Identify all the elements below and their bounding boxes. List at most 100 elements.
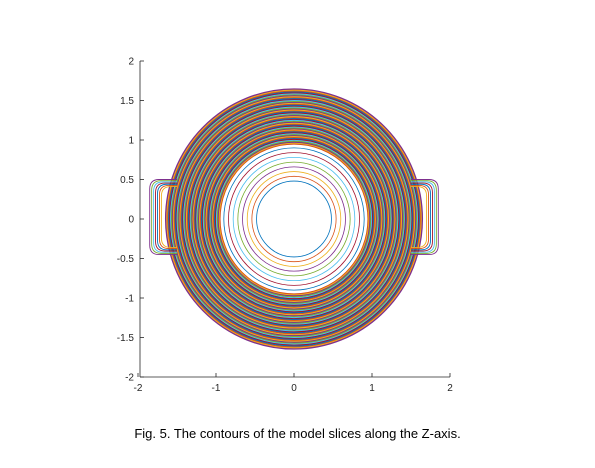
contour-ring <box>216 140 372 298</box>
contour-ring <box>212 136 376 302</box>
contour-ring <box>218 142 370 296</box>
contour-handle-right <box>411 179 439 255</box>
contour-ring <box>181 105 407 333</box>
contour-ring <box>195 119 393 319</box>
contour-ring <box>217 141 371 297</box>
contour-ring <box>178 101 410 337</box>
contour-ring <box>256 180 332 258</box>
contour-ring <box>176 99 412 339</box>
y-tick-label: 0.5 <box>120 175 134 186</box>
x-tick-label: -2 <box>134 383 143 394</box>
contour-ring <box>192 115 396 323</box>
contour-ring <box>197 121 391 317</box>
x-tick-label: 0 <box>291 383 297 394</box>
contour-ring <box>210 134 378 304</box>
contour-ring <box>207 130 381 308</box>
contour-ring <box>189 113 399 325</box>
axes: -2 -1 0 1 2 -2 -1.5 -1 -0.5 0 0.5 1 1.5 2 <box>117 57 453 395</box>
contour-ring <box>175 98 413 340</box>
contour-handle-right <box>411 184 429 250</box>
contour-group <box>149 88 439 350</box>
contour-handle-left <box>149 179 177 255</box>
contour-ring <box>164 88 424 350</box>
y-ticks: -2 -1.5 -1 -0.5 0 0.5 1 1.5 2 <box>117 57 144 384</box>
y-tick-label: -1 <box>125 294 134 305</box>
contour-handle-left <box>159 184 177 250</box>
x-tick-label: -1 <box>212 383 221 394</box>
contour-ring <box>219 143 369 295</box>
contour-ring <box>246 171 342 267</box>
contour-ring <box>208 131 380 307</box>
contour-ring <box>193 117 395 321</box>
y-tick-label: -2 <box>125 373 134 384</box>
y-tick-label: -1.5 <box>117 333 135 344</box>
contour-ring <box>170 94 418 344</box>
contour-handle-left <box>157 183 177 251</box>
contour-ring <box>242 166 346 272</box>
contour-ring <box>169 93 419 345</box>
contour-ring <box>168 92 420 346</box>
contour-ring <box>200 124 388 314</box>
contour-ring <box>205 129 383 309</box>
contour-handle-right <box>411 186 428 248</box>
contour-ring <box>237 161 351 277</box>
contour-ring <box>166 90 422 348</box>
contour-ring <box>206 130 382 308</box>
contour-handle-left <box>153 181 177 253</box>
contour-ring <box>182 106 406 332</box>
contour-ring <box>204 128 384 310</box>
contour-handle-left <box>155 182 177 252</box>
contour-ring <box>188 112 400 326</box>
contour-ring <box>209 133 379 305</box>
contour-ring <box>232 156 356 282</box>
contour-ring <box>167 91 421 347</box>
contour-ring <box>190 113 398 325</box>
contour-handle-right <box>411 181 435 253</box>
contour-ring <box>184 108 404 330</box>
contour-ring <box>251 176 337 262</box>
contour-ring <box>180 104 408 334</box>
contour-ring <box>213 137 375 301</box>
contour-ring <box>177 100 411 338</box>
contour-handle-right <box>411 182 433 252</box>
x-tick-label: 1 <box>369 383 375 394</box>
x-ticks: -2 -1 0 1 2 <box>134 373 453 394</box>
contour-ring <box>215 139 373 299</box>
contour-handle-left <box>151 180 177 254</box>
x-tick-label: 2 <box>447 383 453 394</box>
y-tick-label: 2 <box>128 57 134 68</box>
contour-ring <box>208 132 380 306</box>
y-tick-label: 0 <box>128 215 134 226</box>
y-tick-label: 1 <box>128 136 134 147</box>
contour-ring <box>228 152 360 286</box>
y-tick-label: -0.5 <box>117 254 135 265</box>
contour-ring <box>202 126 386 312</box>
contour-handle-right <box>411 180 437 254</box>
contour-handle-left <box>160 186 177 248</box>
contour-handle-right <box>411 183 431 251</box>
contour-ring <box>171 94 417 344</box>
contour-ring <box>193 116 395 322</box>
contour-ring <box>179 103 409 335</box>
contour-ring <box>199 123 389 315</box>
contour-ring <box>187 111 401 327</box>
contour-ring <box>179 102 409 336</box>
contour-ring <box>191 114 397 324</box>
contour-ring <box>174 97 414 341</box>
contour-ring <box>223 147 365 291</box>
contour-ring <box>185 109 403 329</box>
figure-caption: Fig. 5. The contours of the model slices… <box>134 426 461 441</box>
contour-ring <box>165 89 423 349</box>
contour-ring <box>214 138 374 300</box>
contour-ring <box>194 118 394 320</box>
contour-chart: -2 -1 0 1 2 -2 -1.5 -1 -0.5 0 0.5 1 1.5 2 <box>117 57 453 395</box>
contour-ring <box>211 135 377 303</box>
contour-ring <box>183 107 405 331</box>
y-tick-label: 1.5 <box>120 96 134 107</box>
contour-ring <box>186 110 402 328</box>
contour-ring <box>196 120 392 318</box>
contour-ring <box>201 125 387 313</box>
contour-ring <box>173 96 415 342</box>
contour-ring <box>198 122 390 316</box>
contour-ring <box>172 95 416 343</box>
